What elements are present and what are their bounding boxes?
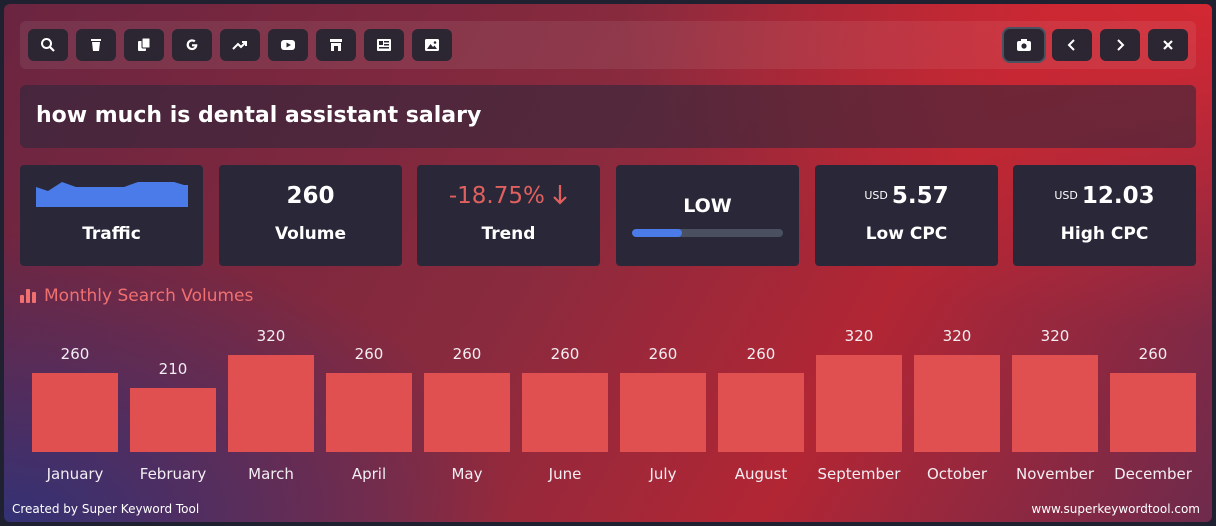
bar-value-label: 260: [1138, 345, 1168, 363]
trend-value: -18.75%: [448, 183, 545, 209]
bar-value-label: 260: [452, 345, 482, 363]
arrow-down-icon: [553, 185, 567, 205]
google-button[interactable]: [172, 29, 212, 61]
trend-value-row: -18.75%: [417, 183, 600, 209]
month-label: September: [817, 465, 901, 483]
bar-may: [424, 373, 510, 452]
copy-icon: [138, 37, 151, 51]
low-cpc-label: Low CPC: [865, 224, 948, 244]
camera-icon: [1017, 39, 1031, 51]
competition-bar: [632, 229, 783, 237]
bar-november: [1012, 355, 1098, 452]
keyword-display: how much is dental assistant salary: [20, 85, 1196, 148]
traffic-label: Traffic: [82, 224, 141, 244]
competition-card: LOW: [616, 165, 799, 266]
high-cpc-value: 12.03: [1081, 183, 1155, 209]
bar-january: [32, 373, 118, 452]
high-cpc-card: USD 12.03 High CPC: [1013, 165, 1196, 266]
bar-march: [228, 355, 314, 452]
bar-april: [326, 373, 412, 452]
month-label: January: [46, 465, 104, 483]
google-icon: [186, 39, 198, 51]
month-label: March: [248, 465, 294, 483]
bar-value-label: 260: [550, 345, 580, 363]
month-label: November: [1015, 465, 1095, 483]
low-cpc-card: USD 5.57 Low CPC: [815, 165, 998, 266]
search-icon: [41, 38, 55, 52]
bar-august: [718, 373, 804, 452]
screenshot-button[interactable]: [1004, 29, 1044, 61]
high-cpc-value-row: USD 12.03: [1013, 183, 1196, 209]
bar-chart-icon: [20, 289, 36, 303]
chevron-right-icon: [1117, 39, 1125, 51]
low-cpc-value-row: USD 5.57: [815, 183, 998, 209]
bar-value-label: 260: [60, 345, 90, 363]
volume-label: Volume: [274, 224, 347, 244]
footer-credit: Created by Super Keyword Tool: [12, 502, 200, 516]
bar-value-label: 260: [354, 345, 384, 363]
bar-value-label: 320: [942, 327, 972, 345]
youtube-icon: [281, 40, 295, 50]
bar-value-label: 210: [158, 360, 188, 378]
trends-button[interactable]: [220, 29, 260, 61]
traffic-card: Traffic: [20, 165, 203, 266]
trend-label: Trend: [481, 224, 536, 244]
close-icon: [1163, 40, 1173, 50]
traffic-sparkline: [36, 182, 188, 207]
bar-july: [620, 373, 706, 452]
news-button[interactable]: [364, 29, 404, 61]
trend-card: -18.75% Trend: [417, 165, 600, 266]
month-label: May: [451, 465, 483, 483]
month-label: July: [649, 465, 677, 483]
high-cpc-label: High CPC: [1060, 224, 1149, 244]
bar-value-label: 260: [648, 345, 678, 363]
month-label: October: [926, 465, 988, 483]
bar-value-label: 320: [1040, 327, 1070, 345]
volume-value: 260: [286, 183, 335, 209]
bar-december: [1110, 373, 1196, 452]
bar-september: [816, 355, 902, 452]
monthly-volume-chart: 260 January 210 February 320 March 260 April 260…: [4, 314, 1212, 494]
youtube-button[interactable]: [268, 29, 308, 61]
month-label: June: [548, 465, 582, 483]
trending-icon: [232, 41, 247, 50]
month-label: December: [1114, 465, 1192, 483]
low-cpc-currency: USD: [864, 189, 888, 202]
bar-value-label: 320: [844, 327, 874, 345]
store-icon: [330, 39, 342, 51]
keyword-panel: how much is dental assistant salary Traf…: [4, 4, 1212, 522]
footer-url: www.superkeywordtool.com: [1031, 502, 1200, 516]
next-button[interactable]: [1100, 29, 1140, 61]
keyword-text: how much is dental assistant salary: [36, 103, 482, 128]
bar-february: [130, 388, 216, 452]
section-header: Monthly Search Volumes: [20, 286, 253, 306]
competition-value: LOW: [683, 195, 732, 217]
month-label: August: [734, 465, 788, 483]
image-icon: [425, 39, 439, 51]
high-cpc-currency: USD: [1054, 189, 1078, 202]
delete-button[interactable]: [76, 29, 116, 61]
competition-bar-fill: [632, 229, 682, 237]
volume-card: 260 Volume: [219, 165, 402, 266]
bar-value-label: 260: [746, 345, 776, 363]
news-icon: [377, 39, 391, 51]
bar-value-label: 320: [256, 327, 286, 345]
bar-june: [522, 373, 608, 452]
chevron-left-icon: [1067, 39, 1075, 51]
previous-button[interactable]: [1052, 29, 1092, 61]
month-label: February: [139, 465, 207, 483]
search-button[interactable]: [28, 29, 68, 61]
bar-october: [914, 355, 1000, 452]
low-cpc-value: 5.57: [891, 183, 949, 209]
trash-icon: [91, 39, 101, 51]
close-button[interactable]: [1148, 29, 1188, 61]
month-label: April: [351, 465, 387, 483]
section-title: Monthly Search Volumes: [44, 286, 254, 306]
copy-button[interactable]: [124, 29, 164, 61]
store-button[interactable]: [316, 29, 356, 61]
images-button[interactable]: [412, 29, 452, 61]
toolbar: [20, 21, 1196, 69]
